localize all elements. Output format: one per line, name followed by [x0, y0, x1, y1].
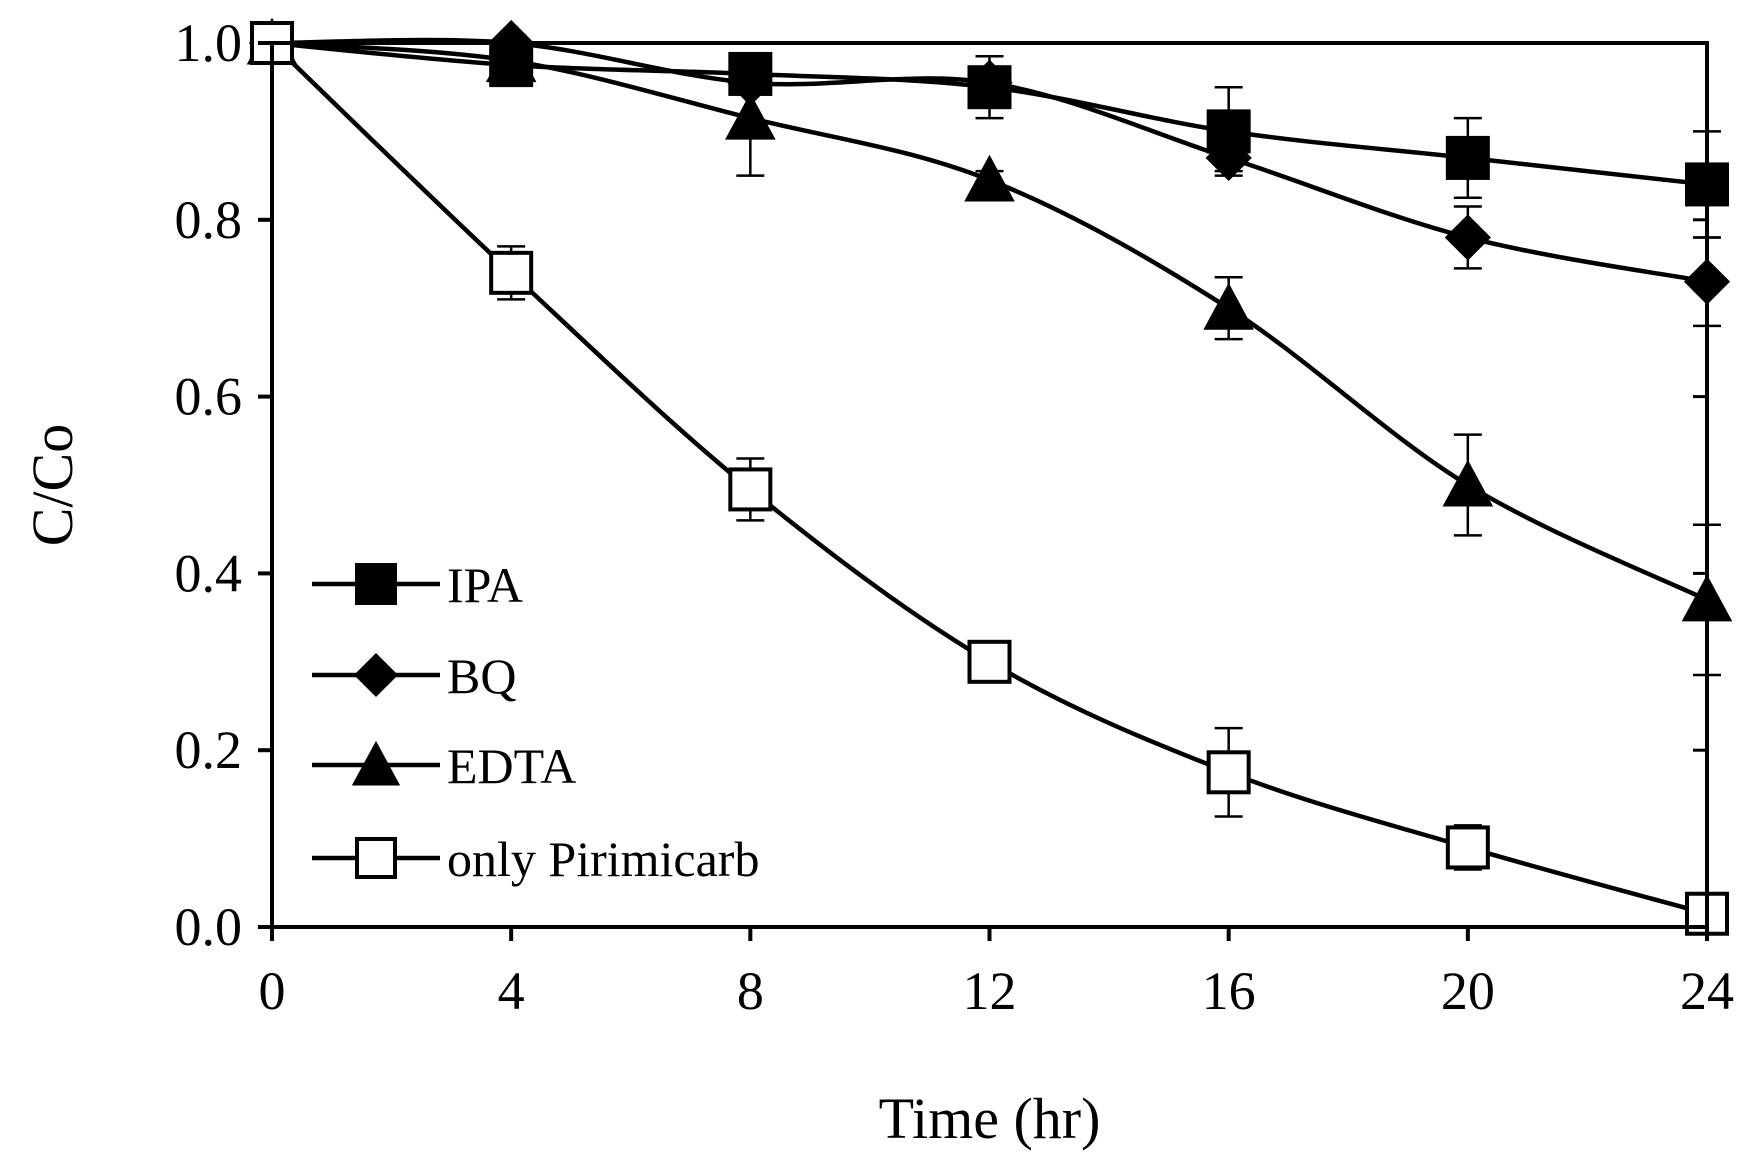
legend: IPA BQ EDTA only Pirimicarb [312, 557, 759, 887]
y-axis-label: C/Co [20, 424, 85, 547]
data-point [1203, 282, 1254, 330]
x-tick-label: 8 [737, 961, 764, 1021]
legend-marker [353, 652, 399, 698]
legend-label: EDTA [447, 738, 576, 794]
data-point [1445, 825, 1490, 870]
series-line [271, 40, 1708, 602]
x-tick-label: 16 [1202, 961, 1256, 1021]
legend-marker [351, 740, 401, 786]
y-tick-label: 0.8 [175, 190, 243, 250]
x-axis-label: Time (hr) [879, 1086, 1101, 1151]
y-tick-label: 1.0 [175, 13, 243, 73]
legend-label: IPA [447, 557, 523, 613]
legend-label: only Pirimicarb [447, 831, 759, 887]
data-point [1205, 134, 1252, 182]
x-tick-label: 20 [1441, 961, 1495, 1021]
legend-marker [355, 837, 397, 879]
series-layer [246, 17, 1733, 936]
legend-label: BQ [447, 648, 516, 704]
data-point [964, 154, 1015, 202]
data-point [489, 250, 534, 295]
data-point [966, 59, 1013, 106]
data-point [1442, 459, 1494, 507]
data-point [725, 92, 776, 140]
data-point [1445, 135, 1490, 180]
legend-marker [355, 563, 397, 605]
y-tick-label: 0.0 [175, 897, 243, 957]
x-tick-label: 12 [963, 961, 1017, 1021]
y-tick-label: 0.2 [175, 720, 243, 780]
x-tick-label: 24 [1680, 961, 1734, 1021]
x-tick-label: 4 [498, 961, 525, 1021]
data-point [485, 35, 537, 83]
y-tick-label: 0.6 [175, 367, 243, 427]
y-tick-label: 0.4 [175, 543, 243, 603]
data-point [728, 467, 773, 512]
axes-layer: 0 4 8 12 16 20 24 0.0 0.2 0.4 0.6 0.8 1.0 [175, 13, 1735, 1021]
x-tick-label: 0 [259, 961, 286, 1021]
data-point [1444, 214, 1491, 261]
data-point [1206, 750, 1251, 795]
data-point [967, 639, 1012, 684]
